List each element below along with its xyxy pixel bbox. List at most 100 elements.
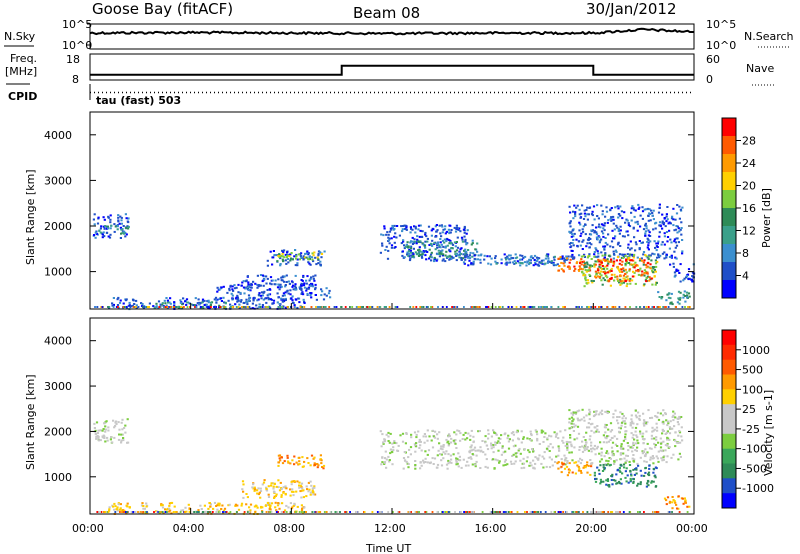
range-cell [633, 473, 636, 476]
range-cell [641, 259, 644, 262]
range-cell [254, 488, 257, 491]
range-cell [417, 430, 420, 433]
range-cell [566, 462, 569, 465]
baseline-cell [194, 306, 196, 308]
baseline-cell [254, 511, 256, 513]
range-cell [481, 440, 484, 442]
range-cell [604, 241, 607, 244]
range-cell [271, 263, 274, 266]
range-cell [666, 236, 670, 238]
baseline-cell [157, 511, 160, 513]
baseline-cell [215, 511, 218, 513]
range-cell [380, 463, 383, 466]
baseline-cell [532, 511, 535, 513]
range-cell [626, 442, 629, 444]
range-cell [665, 255, 668, 257]
baseline-cell [652, 511, 655, 513]
range-cell [597, 469, 601, 472]
range-cell [497, 440, 500, 443]
range-cell [514, 257, 517, 260]
range-cell [540, 462, 543, 465]
range-cell [611, 483, 614, 486]
xtick-label: 00:00 [676, 522, 708, 535]
range-cell [653, 442, 656, 445]
range-cell [544, 432, 547, 435]
range-cell [600, 274, 603, 277]
range-cell [688, 505, 691, 508]
range-cell [666, 293, 669, 296]
range-cell [664, 449, 667, 452]
range-cell [465, 232, 468, 235]
range-cell [285, 281, 288, 283]
range-cell [506, 255, 509, 258]
range-cell [169, 297, 172, 300]
range-cell [462, 433, 465, 436]
range-cell [631, 255, 634, 257]
range-cell [429, 255, 432, 258]
range-cell [583, 262, 586, 265]
range-cell [274, 506, 277, 509]
range-cell [459, 439, 462, 442]
range-cell [636, 423, 639, 426]
range-cell [291, 258, 294, 261]
range-cell [594, 260, 597, 263]
range-cell [109, 438, 112, 441]
range-cell [437, 241, 440, 244]
range-cell [438, 224, 441, 227]
range-cell [644, 230, 647, 233]
range-cell [404, 227, 407, 230]
range-cell [658, 296, 661, 298]
baseline-cell [205, 306, 208, 308]
range-cell [313, 463, 316, 466]
range-cell [311, 283, 314, 286]
range-cell [568, 409, 571, 412]
range-cell [617, 267, 620, 270]
range-cell [581, 268, 584, 271]
range-cell [122, 437, 125, 439]
range-cell [255, 304, 258, 307]
range-cell [632, 482, 635, 484]
range-cell [573, 438, 576, 441]
range-cell [443, 241, 446, 244]
range-cell [571, 471, 574, 474]
baseline-cell [516, 511, 519, 513]
velocity-scatter [93, 408, 691, 515]
baseline-cell [657, 306, 660, 308]
range-cell [431, 457, 434, 460]
range-cell [673, 425, 676, 428]
range-cell [221, 504, 224, 507]
range-cell [124, 424, 127, 427]
range-cell [620, 210, 623, 213]
range-cell [623, 420, 626, 423]
range-cell [294, 288, 297, 291]
range-cell [625, 259, 628, 262]
range-cell [289, 289, 292, 292]
range-cell [625, 454, 628, 457]
range-cell [642, 261, 645, 264]
range-cell [630, 219, 633, 222]
range-cell [307, 261, 310, 264]
range-cell [127, 221, 130, 224]
range-cell [649, 254, 652, 257]
range-cell [415, 442, 418, 445]
baseline-cell [564, 306, 566, 308]
range-cell [283, 294, 286, 297]
range-cell [670, 427, 673, 430]
range-cell [462, 228, 465, 231]
range-cell [450, 461, 453, 464]
range-cell [157, 300, 161, 303]
range-cell [215, 505, 218, 507]
range-cell [615, 459, 618, 462]
range-cell [650, 209, 653, 212]
baseline-cell [199, 306, 202, 308]
baseline-cell [283, 511, 286, 513]
range-cell [242, 490, 245, 493]
baseline-cell [614, 306, 617, 308]
baseline-cell [463, 306, 465, 308]
baseline-cell [222, 511, 224, 513]
range-cell [574, 472, 577, 475]
range-cell [95, 421, 99, 424]
range-cell [588, 253, 591, 256]
range-cell [583, 212, 586, 215]
